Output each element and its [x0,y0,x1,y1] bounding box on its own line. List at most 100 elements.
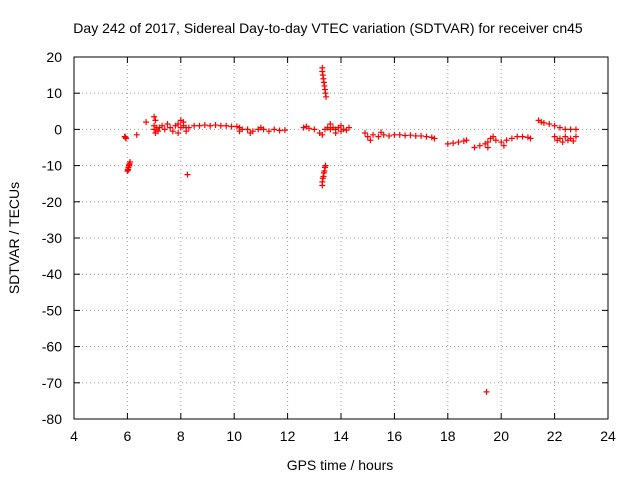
data-point [498,139,505,146]
data-point [169,128,176,135]
data-point [212,122,219,129]
grid-lines [74,57,608,419]
y-tick-label: -60 [42,339,62,355]
y-tick-label: -10 [42,158,62,174]
data-point [185,124,192,131]
data-point [155,128,162,135]
data-point [207,122,214,129]
data-point [484,139,491,146]
data-point [164,120,171,127]
data-point [431,135,438,142]
data-point [223,122,230,129]
data-point [538,119,545,126]
x-tick-label: 8 [177,428,185,444]
data-point [364,133,371,140]
data-point [551,133,558,140]
data-point [183,128,190,135]
data-point [378,129,385,136]
data-point [127,158,134,165]
data-point [346,124,353,131]
data-point [175,130,182,137]
data-point [125,166,132,173]
data-point [196,122,203,129]
data-point [159,122,166,129]
data-point [152,117,159,124]
y-tick-label: 0 [54,121,62,137]
y-tick-label: 10 [46,85,62,101]
data-point [161,126,168,133]
data-point [340,126,347,133]
y-tick-label: -40 [42,266,62,282]
data-point [233,123,240,130]
data-point [151,113,158,120]
data-point [322,162,329,169]
data-point [572,133,579,140]
data-point [271,126,278,133]
data-point [567,126,574,133]
data-point [476,142,483,149]
data-point [265,128,272,135]
x-tick-label: 22 [547,428,563,444]
x-axis: 4 6 8 10 12 14 16 18 20 22 24 [70,57,616,444]
x-axis-label: GPS time / hours [287,457,394,473]
data-point [175,120,182,127]
x-tick-label: 16 [387,428,403,444]
data-point [519,133,526,140]
data-point [407,132,414,139]
data-series-sdtvar [121,64,579,395]
data-point [167,124,174,131]
data-point [540,119,547,126]
data-point [402,132,409,139]
data-point [367,137,374,144]
data-point [239,126,246,133]
data-point [386,132,393,139]
chart-title: Day 242 of 2017, Sidereal Day-to-day VTE… [73,20,583,36]
data-point [559,139,566,146]
y-tick-label: -20 [42,194,62,210]
x-tick-label: 10 [226,428,242,444]
data-point [527,135,534,142]
data-point [303,123,310,130]
data-point [338,122,344,129]
data-point [423,133,430,140]
data-point [375,133,382,140]
data-point [524,134,531,141]
data-point [327,120,334,127]
data-point [570,137,577,144]
x-tick-label: 4 [70,428,78,444]
data-point [126,161,133,168]
data-point [483,388,490,395]
data-point [503,137,510,144]
data-point [471,144,478,151]
data-point [201,122,208,129]
data-point [217,122,224,129]
data-point [247,130,254,137]
data-point [122,134,129,141]
y-tick-label: -30 [42,230,62,246]
data-point [133,131,140,138]
data-point [562,126,569,133]
data-point [508,135,515,142]
data-point [450,140,457,147]
y-tick-label: 20 [46,49,62,65]
y-axis-label: SDTVAR / TECUs [6,182,22,294]
data-point [418,132,425,139]
data-point [572,126,579,133]
data-point [281,127,288,134]
x-tick-label: 14 [333,428,349,444]
data-point [492,137,499,144]
data-point [300,124,307,131]
data-point [484,144,491,151]
data-point [228,123,235,130]
data-point [276,127,283,134]
data-point [428,134,435,141]
data-point [370,131,377,138]
data-point [257,124,264,131]
x-tick-label: 6 [124,428,132,444]
data-point [323,93,330,100]
x-tick-label: 24 [600,428,616,444]
data-point [562,133,569,140]
data-point [391,131,398,138]
y-tick-label: -50 [42,302,62,318]
